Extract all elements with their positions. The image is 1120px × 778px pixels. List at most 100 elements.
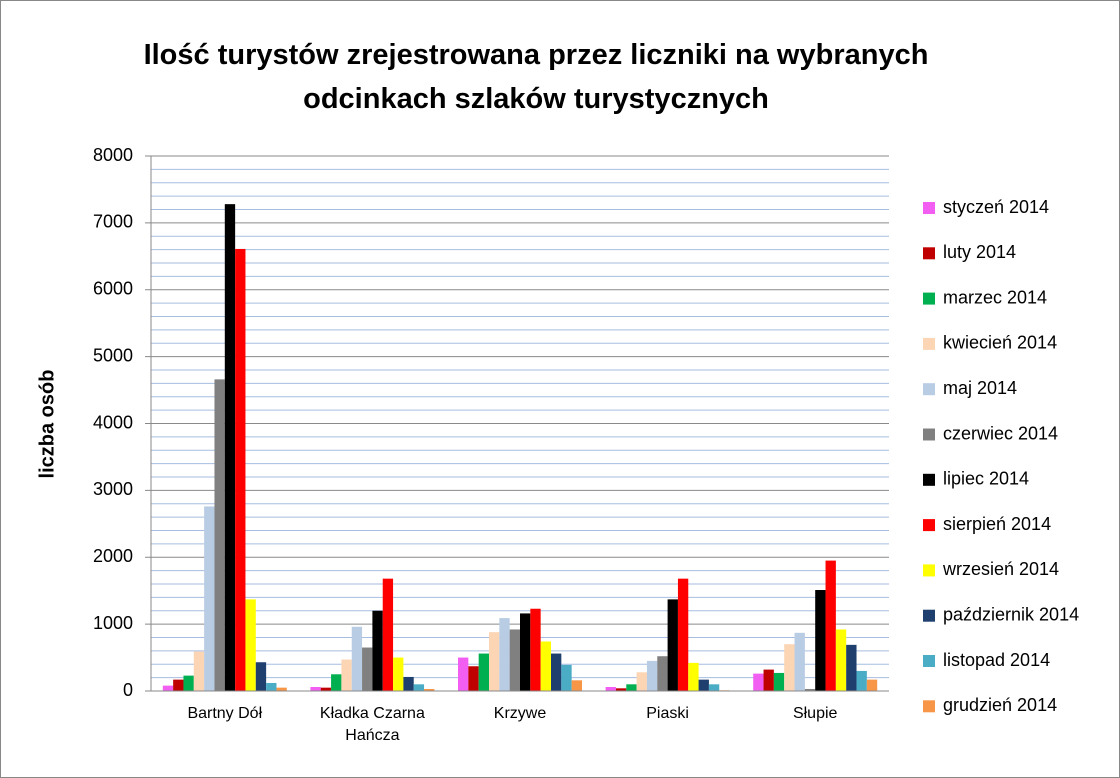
- legend-swatch: [923, 202, 935, 214]
- bar: [173, 679, 184, 691]
- bar: [657, 656, 668, 691]
- legend-swatch: [923, 337, 935, 350]
- y-tick-label: 6000: [93, 279, 133, 299]
- bar: [424, 688, 435, 691]
- bar: [245, 599, 256, 691]
- bar: [784, 644, 795, 691]
- bar: [866, 679, 878, 691]
- bar: [403, 676, 414, 691]
- bar: [183, 675, 194, 691]
- bar: [708, 684, 720, 691]
- legend-swatch: [923, 564, 935, 577]
- legend-label: luty 2014: [943, 242, 1016, 262]
- legend-label: styczeń 2014: [943, 197, 1049, 217]
- bar: [214, 379, 225, 691]
- bar: [835, 629, 847, 691]
- bar: [804, 688, 816, 691]
- bar: [615, 688, 627, 691]
- bar: [235, 248, 246, 692]
- bar: [193, 651, 205, 691]
- bar: [341, 659, 352, 691]
- y-tick-label: 0: [123, 680, 133, 700]
- legend-swatch: [923, 383, 935, 396]
- bar: [204, 506, 215, 691]
- bar: [856, 670, 867, 691]
- legend-swatch: [923, 655, 935, 667]
- bar: [478, 653, 490, 691]
- y-tick-label: 8000: [93, 145, 133, 165]
- legend-swatch: [923, 473, 935, 486]
- bar: [413, 684, 425, 691]
- bar: [636, 672, 647, 691]
- bar: [320, 687, 332, 691]
- bar: [667, 599, 678, 691]
- chart-title: Ilość turystów zrejestrowana przez liczn…: [143, 39, 929, 115]
- x-tick-label: Słupie: [792, 705, 838, 722]
- bar: [266, 682, 277, 691]
- bar: [331, 674, 342, 691]
- y-tick-label: 4000: [93, 412, 133, 432]
- x-tick-label: Bartny Dół: [187, 705, 263, 722]
- legend-swatch: [923, 428, 935, 441]
- bar: [794, 632, 805, 691]
- bar: [763, 669, 774, 691]
- bar: [815, 590, 826, 691]
- bar: [698, 679, 709, 691]
- bar: [540, 641, 551, 691]
- y-tick-label: 2000: [93, 546, 133, 566]
- bar: [162, 685, 174, 691]
- bar: [468, 666, 479, 691]
- legend-swatch: [923, 700, 935, 713]
- bar: [571, 680, 582, 691]
- legend-label: marzec 2014: [943, 287, 1047, 307]
- y-axis-label: liczba osób: [36, 370, 58, 479]
- bar: [255, 662, 267, 691]
- legend-label: wrzesień 2014: [942, 559, 1059, 579]
- legend-swatch: [923, 519, 935, 532]
- bar: [372, 610, 383, 691]
- legend-swatch: [923, 247, 935, 260]
- bar: [362, 647, 373, 691]
- y-tick-label: 7000: [93, 212, 133, 232]
- legend-label: kwiecień 2014: [943, 333, 1057, 353]
- bar: [550, 653, 562, 691]
- legend-label: sierpień 2014: [943, 514, 1051, 534]
- bar: [393, 657, 404, 691]
- bar: [224, 204, 236, 691]
- bar: [773, 672, 785, 691]
- bar: [605, 686, 616, 691]
- y-tick-label: 3000: [93, 479, 133, 499]
- legend-label: maj 2014: [943, 378, 1017, 398]
- x-tick-label: Piaski: [646, 705, 689, 722]
- x-tick-label: Kładka Czarna Hańcza: [319, 705, 425, 744]
- bar: [561, 664, 572, 691]
- legend-swatch: [923, 609, 935, 622]
- bar: [753, 673, 764, 691]
- legend-swatch: [923, 292, 935, 305]
- legend-label: listopad 2014: [943, 650, 1050, 670]
- y-tick-label: 1000: [93, 613, 133, 633]
- legend-label: październik 2014: [943, 604, 1079, 624]
- bar: [846, 644, 857, 691]
- bar: [310, 686, 321, 691]
- legend-label: czerwiec 2014: [943, 423, 1058, 443]
- x-tick-label: Krzywe: [493, 705, 547, 722]
- bar: [677, 578, 689, 691]
- bar: [530, 608, 541, 691]
- bar: [276, 687, 287, 691]
- bar: [509, 629, 520, 691]
- legend-label: lipiec 2014: [943, 469, 1029, 489]
- bar: [458, 657, 469, 691]
- bar: [520, 613, 531, 691]
- bar: [351, 626, 363, 691]
- bar: [825, 560, 836, 691]
- bar: [626, 684, 637, 691]
- bar: [646, 660, 658, 691]
- bar: [499, 618, 510, 691]
- legend-label: grudzień 2014: [943, 695, 1057, 715]
- bar: [489, 632, 500, 691]
- y-tick-label: 5000: [93, 345, 133, 365]
- bar: [688, 662, 699, 691]
